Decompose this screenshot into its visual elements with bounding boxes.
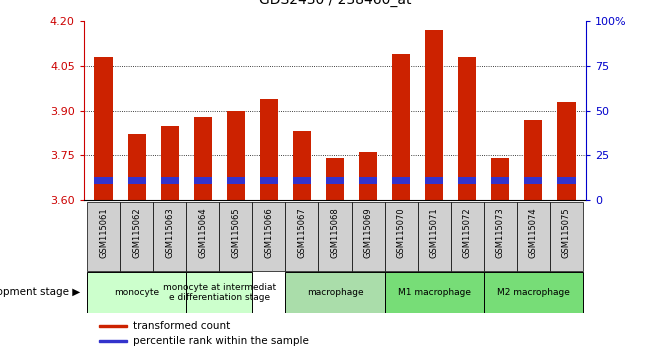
FancyBboxPatch shape: [153, 202, 186, 271]
FancyBboxPatch shape: [352, 202, 385, 271]
FancyBboxPatch shape: [550, 202, 583, 271]
Bar: [425, 30, 444, 200]
FancyBboxPatch shape: [451, 202, 484, 271]
Bar: [127, 135, 146, 200]
FancyBboxPatch shape: [87, 272, 186, 313]
FancyBboxPatch shape: [186, 202, 219, 271]
Text: GSM115075: GSM115075: [562, 207, 571, 258]
Text: monocyte at intermediat
e differentiation stage: monocyte at intermediat e differentiatio…: [163, 283, 276, 302]
FancyBboxPatch shape: [285, 272, 385, 313]
Bar: [359, 152, 377, 200]
Bar: [326, 177, 344, 184]
Bar: [392, 177, 410, 184]
Bar: [425, 177, 444, 184]
Bar: [260, 177, 278, 184]
Bar: [491, 177, 509, 184]
FancyBboxPatch shape: [87, 202, 120, 271]
Bar: [326, 158, 344, 200]
Bar: [99, 340, 127, 342]
Text: GSM115065: GSM115065: [231, 207, 241, 258]
Text: monocyte: monocyte: [114, 288, 159, 297]
Bar: [293, 131, 311, 200]
Bar: [99, 325, 127, 327]
Text: GSM115073: GSM115073: [496, 207, 505, 258]
Text: GDS2430 / 238460_at: GDS2430 / 238460_at: [259, 0, 411, 7]
Text: GSM115066: GSM115066: [265, 207, 273, 258]
Text: GSM115067: GSM115067: [297, 207, 306, 258]
Text: transformed count: transformed count: [133, 321, 230, 331]
FancyBboxPatch shape: [318, 202, 352, 271]
FancyBboxPatch shape: [186, 272, 253, 313]
Bar: [194, 177, 212, 184]
Text: GSM115072: GSM115072: [463, 207, 472, 258]
Bar: [491, 158, 509, 200]
Bar: [161, 177, 179, 184]
FancyBboxPatch shape: [219, 202, 253, 271]
FancyBboxPatch shape: [484, 202, 517, 271]
Bar: [194, 116, 212, 200]
FancyBboxPatch shape: [517, 202, 550, 271]
FancyBboxPatch shape: [417, 202, 451, 271]
FancyBboxPatch shape: [484, 272, 583, 313]
Text: GSM115071: GSM115071: [429, 207, 439, 258]
Text: development stage ▶: development stage ▶: [0, 287, 80, 297]
Bar: [226, 177, 245, 184]
Text: GSM115068: GSM115068: [330, 207, 340, 258]
Bar: [359, 177, 377, 184]
Bar: [260, 99, 278, 200]
Text: M2 macrophage: M2 macrophage: [497, 288, 570, 297]
Text: GSM115062: GSM115062: [132, 207, 141, 258]
Text: GSM115070: GSM115070: [397, 207, 405, 258]
Bar: [293, 177, 311, 184]
Bar: [458, 177, 476, 184]
Text: GSM115064: GSM115064: [198, 207, 207, 258]
FancyBboxPatch shape: [120, 202, 153, 271]
Bar: [94, 177, 113, 184]
Text: GSM115063: GSM115063: [165, 207, 174, 258]
Bar: [524, 177, 543, 184]
Text: percentile rank within the sample: percentile rank within the sample: [133, 336, 310, 346]
FancyBboxPatch shape: [253, 202, 285, 271]
FancyBboxPatch shape: [285, 202, 318, 271]
Text: macrophage: macrophage: [307, 288, 363, 297]
Bar: [94, 57, 113, 200]
Bar: [161, 126, 179, 200]
Text: GSM115074: GSM115074: [529, 207, 538, 258]
Bar: [557, 177, 576, 184]
Bar: [524, 120, 543, 200]
Text: GSM115069: GSM115069: [364, 207, 373, 258]
Bar: [127, 177, 146, 184]
FancyBboxPatch shape: [385, 202, 417, 271]
FancyBboxPatch shape: [385, 272, 484, 313]
Text: GSM115061: GSM115061: [99, 207, 108, 258]
Text: M1 macrophage: M1 macrophage: [398, 288, 471, 297]
Bar: [458, 57, 476, 200]
Bar: [392, 54, 410, 200]
Bar: [557, 102, 576, 200]
Bar: [226, 111, 245, 200]
